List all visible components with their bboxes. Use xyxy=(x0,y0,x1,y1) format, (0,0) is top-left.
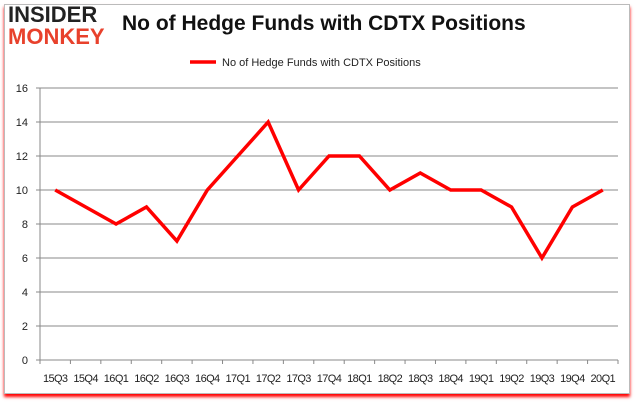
x-tick-label: 19Q3 xyxy=(530,373,555,385)
x-tick-label: 20Q1 xyxy=(591,373,616,385)
x-tick-label: 17Q2 xyxy=(256,373,281,385)
insider-monkey-logo: INSIDER MONKEY xyxy=(8,4,116,48)
x-tick-label: 19Q1 xyxy=(469,373,494,385)
y-tick-label: 0 xyxy=(22,355,28,367)
y-tick-label: 6 xyxy=(22,253,28,265)
legend-label: No of Hedge Funds with CDTX Positions xyxy=(222,57,421,69)
x-tick-label: 18Q1 xyxy=(347,373,372,385)
x-tick-label: 19Q4 xyxy=(560,373,585,385)
logo-line1: INSIDER xyxy=(8,2,98,27)
y-tick-label: 14 xyxy=(16,117,28,129)
x-tick-label: 17Q4 xyxy=(317,373,342,385)
x-tick-label: 15Q3 xyxy=(43,373,68,385)
x-tick-label: 16Q1 xyxy=(104,373,129,385)
x-tick-label: 17Q3 xyxy=(286,373,311,385)
y-tick-label: 4 xyxy=(22,287,28,299)
chart-frame xyxy=(4,4,630,394)
chart-title: No of Hedge Funds with CDTX Positions xyxy=(122,12,526,35)
x-tick-label: 16Q4 xyxy=(195,373,220,385)
x-tick-label: 19Q2 xyxy=(499,373,524,385)
y-tick-label: 16 xyxy=(16,83,28,95)
x-tick-label: 15Q4 xyxy=(73,373,98,385)
logo-line2: MONKEY xyxy=(8,24,105,49)
x-tick-label: 18Q2 xyxy=(378,373,403,385)
x-tick-label: 16Q3 xyxy=(165,373,190,385)
y-tick-label: 12 xyxy=(16,151,28,163)
y-tick-label: 10 xyxy=(16,185,28,197)
x-tick-label: 17Q1 xyxy=(225,373,250,385)
y-tick-label: 8 xyxy=(22,219,28,231)
y-tick-label: 2 xyxy=(22,321,28,333)
x-tick-label: 18Q4 xyxy=(438,373,463,385)
x-tick-label: 16Q2 xyxy=(134,373,159,385)
x-tick-label: 18Q3 xyxy=(408,373,433,385)
